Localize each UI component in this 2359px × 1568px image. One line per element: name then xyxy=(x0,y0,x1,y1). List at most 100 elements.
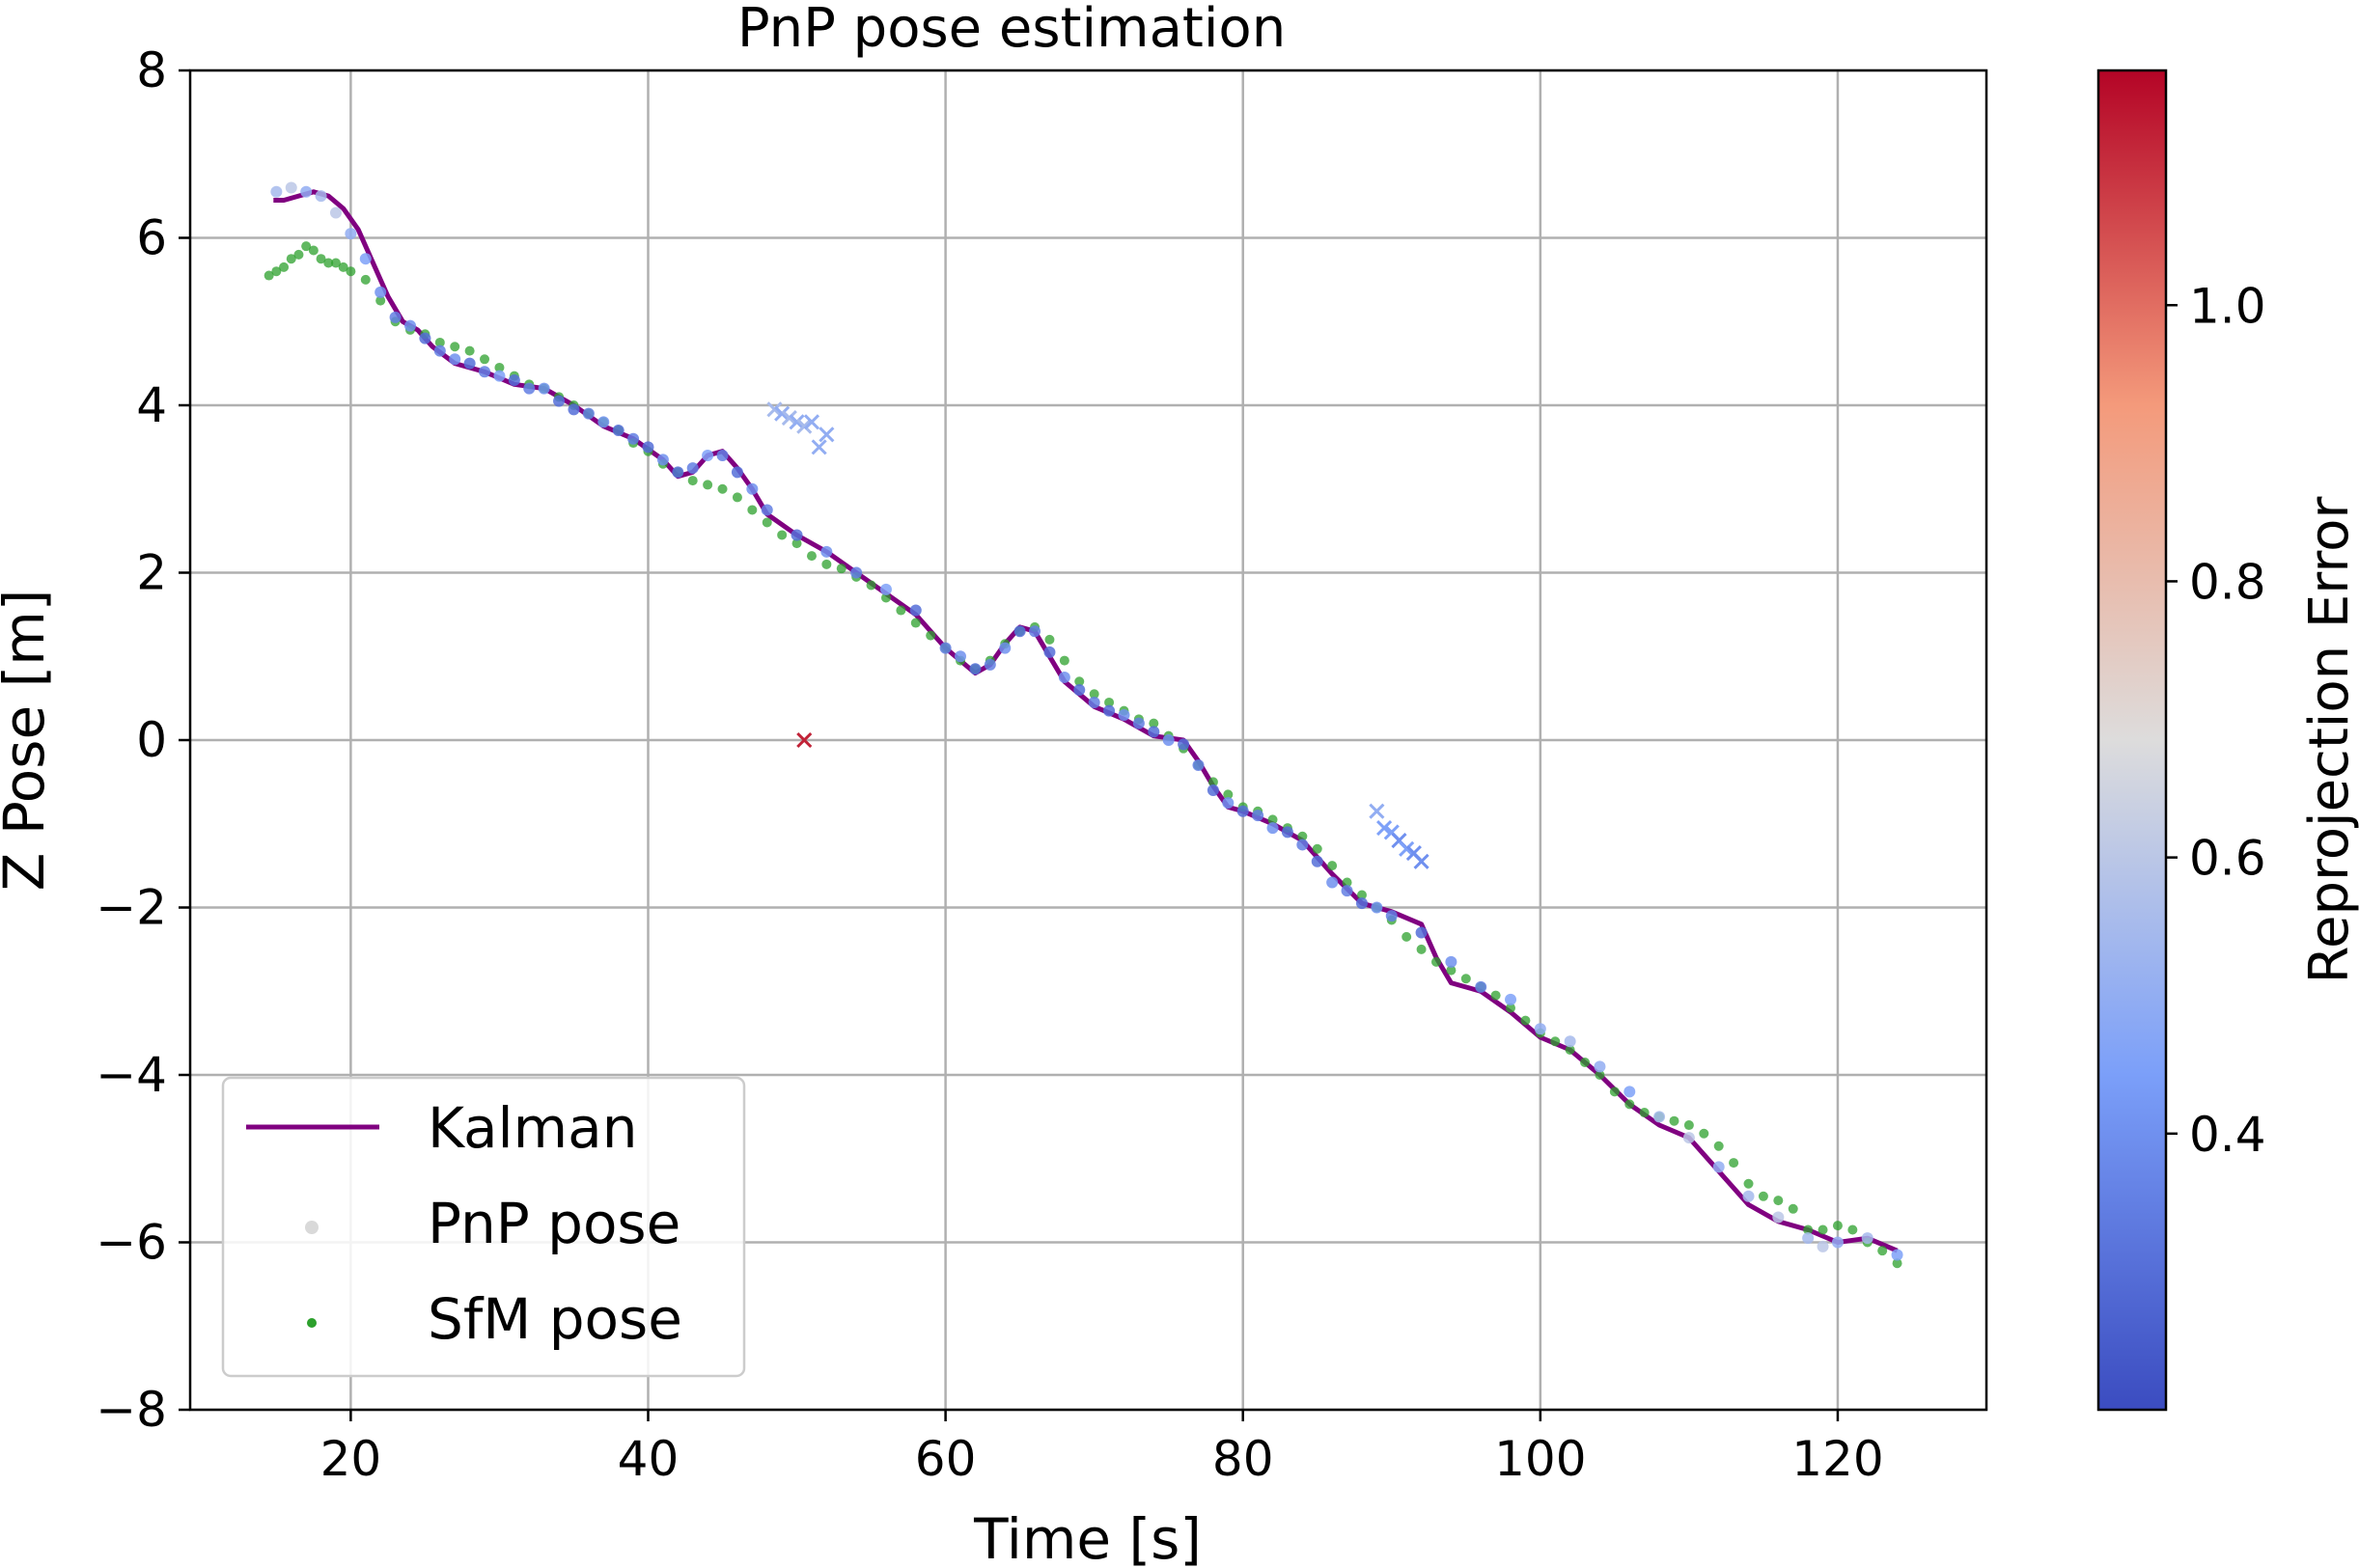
sfm-point xyxy=(360,274,371,285)
pnp-point xyxy=(449,353,461,366)
pnp-point xyxy=(627,432,640,445)
pnp-point xyxy=(1742,1190,1755,1202)
pnp-point xyxy=(1772,1211,1785,1224)
pnp-point xyxy=(686,462,699,475)
y-tick-label: −8 xyxy=(96,1382,167,1438)
pnp-points xyxy=(270,181,1903,1261)
pnp-rejected-point xyxy=(1399,840,1415,857)
sfm-point xyxy=(1416,944,1427,954)
sfm-point xyxy=(1580,1057,1591,1067)
gridlines xyxy=(190,69,1986,1412)
pnp-point xyxy=(1385,910,1398,922)
sfm-point xyxy=(346,266,356,277)
sfm-point xyxy=(717,483,728,494)
sfm-point xyxy=(896,605,906,616)
pnp-point xyxy=(1624,1086,1636,1098)
pnp-rejected-point xyxy=(796,731,813,749)
pnp-point xyxy=(1311,855,1323,867)
pnp-rejected-points xyxy=(766,401,1429,869)
pnp-rejected-point xyxy=(1413,853,1429,869)
sfm-point xyxy=(1565,1044,1575,1055)
y-axis-ticks: −8 −6 −4 −2 0 2 4 6 8 xyxy=(96,42,190,1438)
pnp-rejected-point xyxy=(766,401,783,418)
sfm-point xyxy=(450,342,460,352)
sfm-point xyxy=(1223,789,1234,800)
sfm-point xyxy=(1847,1224,1858,1235)
pnp-point xyxy=(329,206,342,219)
pnp-point xyxy=(761,504,773,516)
sfm-point xyxy=(1460,974,1471,984)
pnp-point xyxy=(1891,1249,1903,1261)
sfm-point xyxy=(1595,1070,1605,1080)
pnp-point xyxy=(568,403,580,416)
sfm-point xyxy=(1430,956,1441,967)
pnp-point xyxy=(1207,784,1219,797)
pnp-point xyxy=(300,185,313,198)
pnp-point xyxy=(1192,759,1205,772)
pnp-point xyxy=(1802,1232,1815,1245)
sfm-point xyxy=(1773,1196,1784,1206)
pnp-point xyxy=(879,583,892,595)
sfm-point xyxy=(1267,814,1278,825)
pnp-point xyxy=(1073,683,1086,696)
x-tick-label: 40 xyxy=(618,1431,680,1487)
pnp-point xyxy=(1029,625,1041,638)
pnp-point xyxy=(820,545,833,558)
pnp-point xyxy=(359,253,372,265)
sfm-point xyxy=(821,559,832,569)
sfm-point xyxy=(910,618,921,628)
sfm-point xyxy=(480,354,490,365)
pnp-point xyxy=(553,395,566,407)
sfm-point xyxy=(1550,1036,1561,1047)
pnp-point xyxy=(1817,1240,1829,1252)
pnp-point xyxy=(1148,726,1160,738)
pnp-rejected-point xyxy=(811,439,827,455)
pnp-rejected-point xyxy=(774,405,791,422)
sfm-point xyxy=(1758,1191,1768,1201)
sfm-point xyxy=(1892,1258,1902,1269)
pnp-point xyxy=(1594,1060,1606,1073)
pnp-point xyxy=(672,466,684,479)
legend-kalman-label: Kalman xyxy=(428,1095,637,1161)
pnp-point xyxy=(1088,696,1100,708)
pnp-point xyxy=(1162,734,1175,746)
sfm-point xyxy=(330,258,341,268)
pnp-point xyxy=(1534,1023,1546,1035)
x-tick-label: 60 xyxy=(915,1431,977,1487)
pnp-point xyxy=(419,332,431,344)
y-tick-label: 0 xyxy=(136,712,167,768)
pnp-point xyxy=(345,228,357,240)
pnp-point xyxy=(939,642,952,654)
sfm-point xyxy=(464,345,475,356)
pnp-point xyxy=(746,482,759,495)
sfm-point xyxy=(1297,831,1308,841)
sfm-point xyxy=(1149,718,1159,729)
sfm-point xyxy=(791,538,802,549)
pnp-point xyxy=(389,311,402,323)
legend-pnp-label: PnP pose xyxy=(428,1191,680,1256)
sfm-point xyxy=(1713,1141,1724,1151)
legend-sfm-swatch xyxy=(307,1318,317,1328)
y-tick-label: −4 xyxy=(96,1047,167,1103)
pnp-point xyxy=(270,185,283,198)
sfm-point xyxy=(338,261,348,272)
x-axis-label: Time [s] xyxy=(973,1506,1202,1568)
pnp-point xyxy=(909,604,922,617)
sfm-point xyxy=(434,337,445,347)
sfm-point xyxy=(1609,1087,1620,1097)
sfm-point xyxy=(1446,965,1457,976)
pnp-point xyxy=(285,181,297,194)
sfm-point xyxy=(1624,1099,1635,1110)
pnp-point xyxy=(1505,993,1517,1005)
sfm-point xyxy=(1059,655,1069,666)
sfm-point xyxy=(1506,1003,1516,1013)
sfm-point xyxy=(777,530,788,540)
pnp-point xyxy=(656,454,669,466)
pnp-rejected-point xyxy=(1376,820,1393,837)
pnp-rejected-point xyxy=(781,409,797,426)
pnp-point xyxy=(999,642,1012,654)
legend-sfm-label: SfM pose xyxy=(428,1286,682,1352)
pnp-point xyxy=(1341,885,1353,897)
sfm-point xyxy=(880,592,891,603)
pnp-point xyxy=(1475,980,1487,993)
